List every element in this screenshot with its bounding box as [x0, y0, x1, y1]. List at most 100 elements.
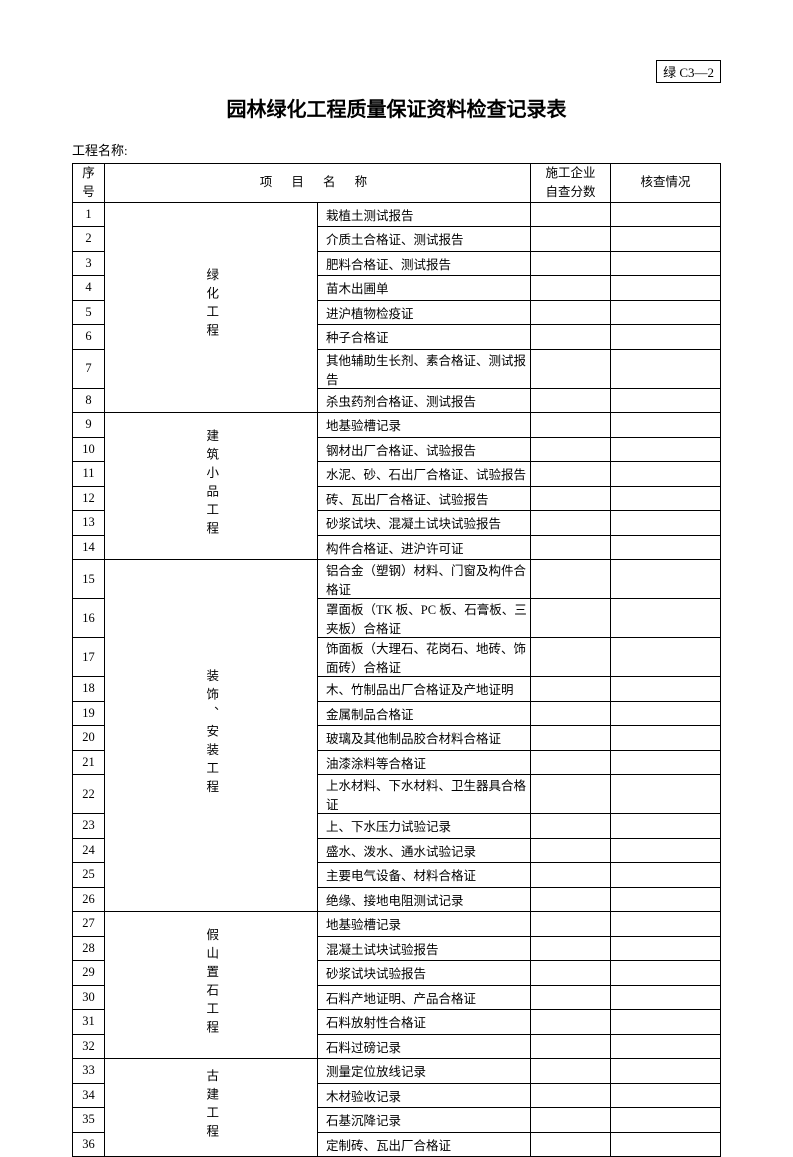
item-cell: 定制砖、瓦出厂合格证 — [318, 1132, 531, 1157]
item-cell: 绝缘、接地电阻测试记录 — [318, 887, 531, 912]
check-cell — [611, 677, 721, 702]
category-label: 装饰、安装工程 — [205, 665, 218, 803]
seq-cell: 17 — [73, 638, 105, 677]
header-seq: 序 号 — [73, 164, 105, 203]
score-cell — [531, 511, 611, 536]
table-row: 33古建工程测量定位放线记录 — [73, 1059, 721, 1084]
item-cell: 砂浆试块试验报告 — [318, 961, 531, 986]
item-cell: 地基验槽记录 — [318, 413, 531, 438]
check-cell — [611, 1132, 721, 1157]
category-cell: 装饰、安装工程 — [105, 560, 318, 912]
category-cell: 建筑小品工程 — [105, 413, 318, 560]
score-cell — [531, 276, 611, 301]
score-cell — [531, 437, 611, 462]
score-cell — [531, 1010, 611, 1035]
item-cell: 砂浆试块、混凝土试块试验报告 — [318, 511, 531, 536]
seq-cell: 15 — [73, 560, 105, 599]
score-cell — [531, 462, 611, 487]
score-cell — [531, 863, 611, 888]
header-seq-char2: 号 — [82, 185, 95, 199]
check-cell — [611, 388, 721, 413]
item-cell: 杀虫药剂合格证、测试报告 — [318, 388, 531, 413]
table-row: 1绿化工程栽植土测试报告 — [73, 202, 721, 227]
score-cell — [531, 535, 611, 560]
item-cell: 混凝土试块试验报告 — [318, 936, 531, 961]
check-cell — [611, 1083, 721, 1108]
category-cell: 假山置石工程 — [105, 912, 318, 1059]
item-cell: 肥料合格证、测试报告 — [318, 251, 531, 276]
seq-cell: 30 — [73, 985, 105, 1010]
item-cell: 苗木出圃单 — [318, 276, 531, 301]
seq-cell: 2 — [73, 227, 105, 252]
check-cell — [611, 887, 721, 912]
score-cell — [531, 838, 611, 863]
seq-cell: 10 — [73, 437, 105, 462]
seq-cell: 32 — [73, 1034, 105, 1059]
score-cell — [531, 912, 611, 937]
check-cell — [611, 1034, 721, 1059]
item-cell: 油漆涂料等合格证 — [318, 750, 531, 775]
score-cell — [531, 486, 611, 511]
check-cell — [611, 251, 721, 276]
item-cell: 构件合格证、进沪许可证 — [318, 535, 531, 560]
header-seq-char1: 序 — [82, 166, 95, 180]
seq-cell: 19 — [73, 701, 105, 726]
seq-cell: 26 — [73, 887, 105, 912]
category-cell: 绿化工程 — [105, 202, 318, 413]
seq-cell: 16 — [73, 599, 105, 638]
seq-cell: 1 — [73, 202, 105, 227]
check-cell — [611, 462, 721, 487]
check-cell — [611, 276, 721, 301]
score-cell — [531, 1059, 611, 1084]
score-cell — [531, 251, 611, 276]
category-label: 古建工程 — [205, 1065, 218, 1147]
seq-cell: 6 — [73, 325, 105, 350]
item-cell: 饰面板（大理石、花岗石、地砖、饰面砖）合格证 — [318, 638, 531, 677]
check-cell — [611, 750, 721, 775]
seq-cell: 13 — [73, 511, 105, 536]
item-cell: 介质土合格证、测试报告 — [318, 227, 531, 252]
check-cell — [611, 349, 721, 388]
category-label: 建筑小品工程 — [205, 425, 218, 544]
score-cell — [531, 1108, 611, 1133]
check-cell — [611, 838, 721, 863]
table-row: 27假山置石工程地基验槽记录 — [73, 912, 721, 937]
item-cell: 石基沉降记录 — [318, 1108, 531, 1133]
seq-cell: 25 — [73, 863, 105, 888]
seq-cell: 4 — [73, 276, 105, 301]
score-cell — [531, 814, 611, 839]
score-cell — [531, 560, 611, 599]
check-cell — [611, 701, 721, 726]
check-cell — [611, 511, 721, 536]
score-cell — [531, 388, 611, 413]
check-cell — [611, 961, 721, 986]
score-cell — [531, 202, 611, 227]
score-cell — [531, 1034, 611, 1059]
seq-cell: 7 — [73, 349, 105, 388]
seq-cell: 5 — [73, 300, 105, 325]
seq-cell: 9 — [73, 413, 105, 438]
check-cell — [611, 202, 721, 227]
check-cell — [611, 300, 721, 325]
item-cell: 木、竹制品出厂合格证及产地证明 — [318, 677, 531, 702]
check-cell — [611, 775, 721, 814]
header-check: 核查情况 — [611, 164, 721, 203]
seq-cell: 23 — [73, 814, 105, 839]
check-cell — [611, 936, 721, 961]
score-cell — [531, 300, 611, 325]
check-cell — [611, 535, 721, 560]
item-cell: 金属制品合格证 — [318, 701, 531, 726]
seq-cell: 31 — [73, 1010, 105, 1035]
score-cell — [531, 961, 611, 986]
seq-cell: 21 — [73, 750, 105, 775]
item-cell: 主要电气设备、材料合格证 — [318, 863, 531, 888]
score-cell — [531, 599, 611, 638]
item-cell: 其他辅助生长剂、素合格证、测试报告 — [318, 349, 531, 388]
header-item-name: 项 目 名 称 — [105, 164, 531, 203]
item-cell: 石料过磅记录 — [318, 1034, 531, 1059]
category-cell: 古建工程 — [105, 1059, 318, 1157]
score-cell — [531, 325, 611, 350]
check-cell — [611, 912, 721, 937]
score-cell — [531, 638, 611, 677]
score-cell — [531, 349, 611, 388]
